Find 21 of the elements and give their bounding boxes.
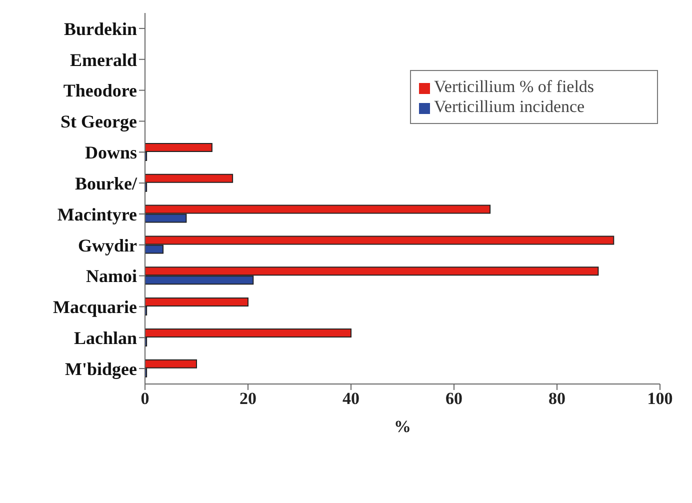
x-tick-label: 60: [446, 389, 462, 408]
x-tick-label: 100: [647, 389, 673, 408]
legend-label: Verticillium incidence: [434, 97, 585, 116]
y-tick-label: Lachlan: [74, 328, 137, 348]
x-tick-label: 20: [240, 389, 256, 408]
y-tick-label: Macquarie: [53, 297, 138, 318]
y-tick-label: Burdekin: [64, 18, 137, 39]
x-axis-title: %: [394, 417, 411, 436]
x-tick-label: 40: [342, 389, 360, 408]
x-tick-label: 80: [548, 389, 566, 408]
legend-label: Verticillium % of fields: [434, 77, 594, 96]
y-tick-label: Bourke/: [74, 173, 138, 194]
y-tick-label: St George: [60, 112, 137, 132]
y-tick-label: Gwydir: [78, 235, 137, 256]
x-tick-label: 0: [140, 389, 150, 408]
y-tick-label: Macintyre: [57, 204, 138, 224]
y-tick-label: Theodore: [63, 80, 138, 101]
y-tick-label: Namoi: [86, 266, 137, 286]
y-tick-label: Emerald: [70, 50, 137, 70]
y-tick-label: M'bidgee: [65, 358, 137, 379]
y-tick-label: Downs: [84, 142, 137, 163]
